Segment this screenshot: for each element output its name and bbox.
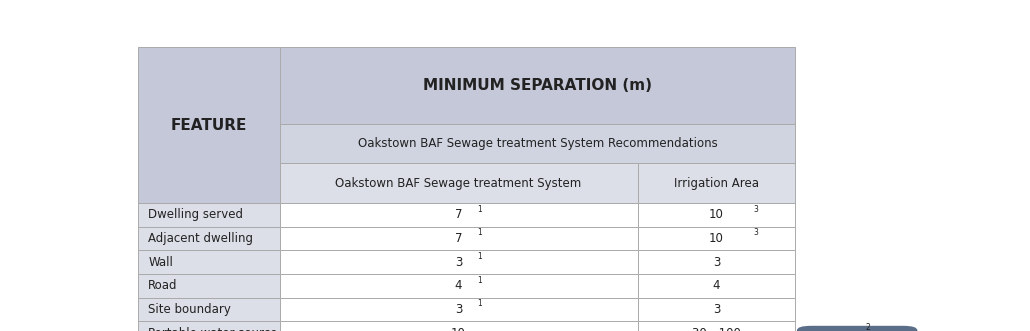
Bar (279, 47, 795, 124)
Bar (279, 226, 638, 250)
Bar (138, 47, 279, 203)
Text: 4: 4 (455, 279, 462, 292)
Text: 1: 1 (477, 252, 482, 261)
Text: 3: 3 (455, 256, 462, 268)
Text: Road: Road (148, 279, 178, 292)
Text: MINIMUM SEPARATION (m): MINIMUM SEPARATION (m) (423, 78, 652, 93)
Bar (638, 250, 795, 274)
Text: 3: 3 (754, 205, 759, 213)
Bar (279, 250, 638, 274)
Text: 1: 1 (477, 228, 482, 237)
Bar (638, 321, 795, 331)
Text: Oakstown BAF Sewage treatment System: Oakstown BAF Sewage treatment System (336, 176, 582, 190)
Text: 1: 1 (477, 300, 482, 308)
Bar (138, 226, 279, 250)
Bar (279, 163, 638, 203)
Bar (638, 203, 795, 226)
Text: 3: 3 (713, 256, 720, 268)
Text: 10: 10 (709, 208, 724, 221)
Bar (279, 298, 638, 321)
Bar (138, 250, 279, 274)
Text: 3: 3 (754, 228, 759, 237)
Bar (279, 203, 638, 226)
Text: Adjacent dwelling: Adjacent dwelling (148, 232, 253, 245)
Bar (138, 274, 279, 298)
Bar (138, 203, 279, 226)
Text: 3: 3 (713, 303, 720, 316)
Text: 30 - 100: 30 - 100 (692, 327, 741, 331)
Bar (138, 298, 279, 321)
Bar (638, 298, 795, 321)
Bar (279, 274, 638, 298)
Text: Irrigation Area: Irrigation Area (674, 176, 759, 190)
Bar (279, 124, 795, 163)
Text: 10: 10 (709, 232, 724, 245)
Text: 3: 3 (455, 303, 462, 316)
Text: 7: 7 (455, 232, 462, 245)
Bar (638, 274, 795, 298)
Text: Dwelling served: Dwelling served (148, 208, 243, 221)
Text: Wall: Wall (148, 256, 173, 268)
Text: 4: 4 (713, 279, 720, 292)
Bar (638, 163, 795, 203)
Bar (638, 226, 795, 250)
Text: 2: 2 (866, 323, 870, 331)
Text: Oakstown BAF Sewage treatment System Recommendations: Oakstown BAF Sewage treatment System Rec… (357, 137, 717, 150)
Text: FEATURE: FEATURE (171, 118, 247, 133)
Text: Portable water source: Portable water source (148, 327, 278, 331)
Text: 1: 1 (477, 276, 482, 285)
Bar (279, 321, 638, 331)
Text: 10: 10 (451, 327, 466, 331)
Text: 1: 1 (477, 205, 482, 213)
Text: 7: 7 (455, 208, 462, 221)
Text: Site boundary: Site boundary (148, 303, 231, 316)
Bar (138, 321, 279, 331)
FancyBboxPatch shape (797, 326, 918, 331)
